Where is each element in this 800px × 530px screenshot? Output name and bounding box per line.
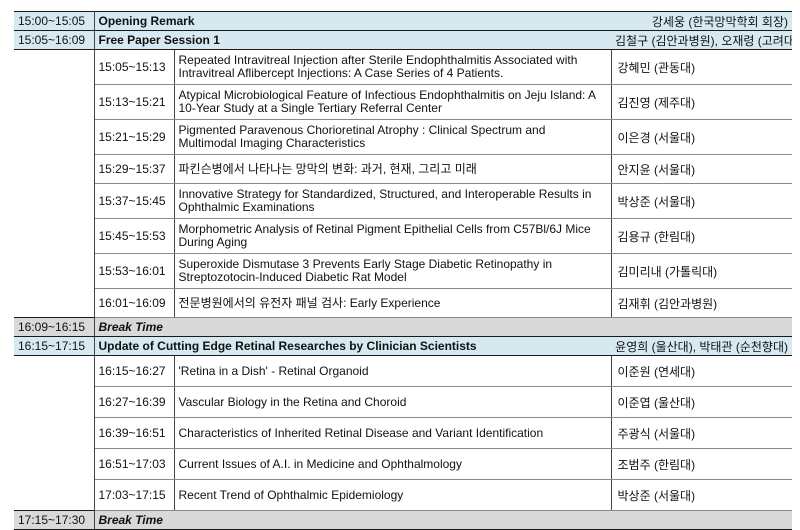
talk-time: 16:27~16:39	[94, 386, 175, 418]
talk-title: Atypical Microbiological Feature of Infe…	[174, 84, 612, 120]
schedule-page: 15:00~15:05 Opening Remark 강세웅 (한국망막학회 회…	[14, 11, 792, 530]
session-time: 15:05~16:09	[14, 30, 95, 50]
table-row: 17:03~17:15 Recent Trend of Ophthalmic E…	[14, 479, 792, 511]
session-chair: 윤영희 (울산대), 박태관 (순천향대)	[611, 336, 792, 356]
talk-time: 17:03~17:15	[94, 479, 175, 511]
table-row: 16:27~16:39 Vascular Biology in the Reti…	[14, 386, 792, 418]
session-title: Free Paper Session 1	[94, 30, 611, 50]
table-row: 16:39~16:51 Characteristics of Inherited…	[14, 417, 792, 449]
talk-title: Vascular Biology in the Retina and Choro…	[174, 386, 612, 418]
break-row: 16:09~16:15 Break Time	[14, 317, 792, 337]
talk-time: 15:29~15:37	[94, 154, 175, 184]
talk-speaker: 김미리내 (가톨릭대)	[611, 253, 792, 289]
program-schedule-table: 15:00~15:05 Opening Remark 강세웅 (한국망막학회 회…	[14, 11, 792, 530]
talk-speaker: 박상준 (서울대)	[611, 183, 792, 219]
session-time: 15:00~15:05	[14, 11, 95, 31]
talk-time: 16:15~16:27	[94, 355, 175, 387]
talk-speaker: 이은경 (서울대)	[611, 119, 792, 155]
talk-title: Morphometric Analysis of Retinal Pigment…	[174, 218, 612, 254]
talk-time: 15:13~15:21	[94, 84, 175, 120]
free-paper-session-row: 15:05~16:09 Free Paper Session 1 김철구 (김안…	[14, 30, 792, 50]
break-time: 16:09~16:15	[14, 317, 95, 337]
talk-speaker: 주광식 (서울대)	[611, 417, 792, 449]
talk-title: 전문병원에서의 유전자 패널 검사: Early Experience	[174, 288, 612, 318]
opening-remark-row: 15:00~15:05 Opening Remark 강세웅 (한국망막학회 회…	[14, 11, 792, 31]
talk-title: Characteristics of Inherited Retinal Dis…	[174, 417, 612, 449]
table-row: 15:21~15:29 Pigmented Paravenous Chorior…	[14, 119, 792, 155]
table-row: 15:13~15:21 Atypical Microbiological Fea…	[14, 84, 792, 120]
table-row: 15:05~15:13 Repeated Intravitreal Inject…	[14, 49, 792, 85]
talk-time: 15:45~15:53	[94, 218, 175, 254]
talk-title: Repeated Intravitreal Injection after St…	[174, 49, 612, 85]
talk-title: Current Issues of A.I. in Medicine and O…	[174, 448, 612, 480]
break-time: 17:15~17:30	[14, 510, 95, 530]
break-label: Break Time	[94, 510, 792, 530]
clinician-scientists-session-row: 16:15~17:15 Update of Cutting Edge Retin…	[14, 336, 792, 356]
talk-speaker: 이준원 (연세대)	[611, 355, 792, 387]
talk-title: Pigmented Paravenous Chorioretinal Atrop…	[174, 119, 612, 155]
table-row: 15:45~15:53 Morphometric Analysis of Ret…	[14, 218, 792, 254]
table-row: 15:37~15:45 Innovative Strategy for Stan…	[14, 183, 792, 219]
talk-speaker: 김용규 (한림대)	[611, 218, 792, 254]
talk-title: 파킨슨병에서 나타나는 망막의 변화: 과거, 현재, 그리고 미래	[174, 154, 612, 184]
table-row: 15:53~16:01 Superoxide Dismutase 3 Preve…	[14, 253, 792, 289]
talk-speaker: 박상준 (서울대)	[611, 479, 792, 511]
talk-speaker: 김재휘 (김안과병원)	[611, 288, 792, 318]
talk-title: Superoxide Dismutase 3 Prevents Early St…	[174, 253, 612, 289]
table-row: 16:01~16:09 전문병원에서의 유전자 패널 검사: Early Exp…	[14, 288, 792, 318]
session-title: Update of Cutting Edge Retinal Researche…	[94, 336, 611, 356]
session-title: Opening Remark	[94, 11, 611, 31]
talk-time: 15:05~15:13	[94, 49, 175, 85]
talk-time: 15:21~15:29	[94, 119, 175, 155]
talk-time: 15:53~16:01	[94, 253, 175, 289]
talk-title: 'Retina in a Dish' - Retinal Organoid	[174, 355, 612, 387]
table-row: 16:51~17:03 Current Issues of A.I. in Me…	[14, 448, 792, 480]
talk-time: 16:51~17:03	[94, 448, 175, 480]
break-label: Break Time	[94, 317, 792, 337]
session-chair: 김철구 (김안과병원), 오재령 (고려대)	[611, 30, 792, 50]
talk-speaker: 강혜민 (관동대)	[611, 49, 792, 85]
table-row: 16:15~16:27 'Retina in a Dish' - Retinal…	[14, 355, 792, 387]
talk-speaker: 안지윤 (서울대)	[611, 154, 792, 184]
talk-title: Innovative Strategy for Standardized, St…	[174, 183, 612, 219]
talk-time: 16:01~16:09	[94, 288, 175, 318]
talk-speaker: 김진영 (제주대)	[611, 84, 792, 120]
session-time: 16:15~17:15	[14, 336, 95, 356]
table-row: 15:29~15:37 파킨슨병에서 나타나는 망막의 변화: 과거, 현재, …	[14, 154, 792, 184]
talk-time: 15:37~15:45	[94, 183, 175, 219]
talk-time: 16:39~16:51	[94, 417, 175, 449]
talk-title: Recent Trend of Ophthalmic Epidemiology	[174, 479, 612, 511]
session-chair: 강세웅 (한국망막학회 회장)	[611, 11, 792, 31]
talk-speaker: 조범주 (한림대)	[611, 448, 792, 480]
break-row: 17:15~17:30 Break Time	[14, 510, 792, 530]
talk-speaker: 이준엽 (울산대)	[611, 386, 792, 418]
